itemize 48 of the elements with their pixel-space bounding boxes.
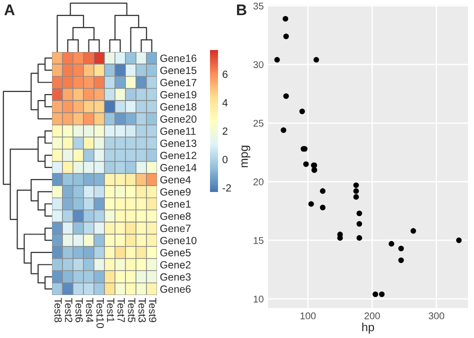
x-tick-label: Test5 [128,298,136,322]
color-bar-label: 0 [222,156,228,164]
y-tick-label: Gene18 [160,103,196,111]
y-tick-label: Gene3 [160,273,191,281]
x-tick-label: Test7 [117,298,125,322]
y-tick-label: 15 [254,237,264,244]
y-tick-label: Gene16 [160,54,196,62]
y-tick-label: Gene15 [160,66,196,74]
x-tick-label: 200 [364,312,380,320]
color-bar-label: 6 [222,70,228,78]
chart-title: B [237,4,246,16]
y-tick-label: Gene6 [160,285,191,293]
y-tick-label: 35 [253,2,264,10]
y-tick-label: Gene19 [160,91,196,98]
x-tick-label: Test1 [106,298,114,322]
y-tick-label: 25 [254,120,264,127]
y-tick-label: Gene11 [160,127,196,135]
x-tick-label: 300 [428,312,444,320]
x-tick-label: Test8 [54,298,62,322]
x-tick-label: Test4 [86,298,94,322]
x-tick-label: Test6 [75,298,83,322]
y-tick-label: Gene7 [160,224,191,232]
color-bar-label: 4 [222,99,228,106]
y-tick-label: Gene20 [160,115,196,123]
x-tick-label: Test2 [64,298,72,322]
y-tick-label: Gene2 [160,261,191,268]
y-tick-label: 10 [254,296,264,303]
x-axis-title: hp [362,322,374,334]
x-tick-label: Test3 [138,298,146,322]
y-tick-label: 20 [254,178,264,186]
y-tick-label: Gene10 [160,236,196,244]
chart-title: A [4,4,15,16]
y-tick-label: Gene14 [160,164,197,172]
y-tick-label: Gene17 [160,78,196,86]
y-tick-label: Gene8 [160,212,191,220]
x-tick-label: Test9 [148,298,156,322]
y-tick-label: 30 [253,61,264,68]
y-tick-label: Gene5 [160,248,191,256]
x-tick-label: 100 [300,312,316,320]
color-bar-label: -2 [222,184,231,192]
y-tick-label: Gene13 [160,140,196,147]
y-tick-label: Gene4 [160,176,191,184]
y-tick-label: Gene12 [160,152,196,160]
y-tick-label: Gene9 [160,188,191,196]
x-tick-label: Test10 [96,298,104,328]
y-tick-label: Gene1 [160,200,191,208]
y-axis-title: mpg [241,146,250,168]
color-bar-label: 2 [222,127,228,135]
